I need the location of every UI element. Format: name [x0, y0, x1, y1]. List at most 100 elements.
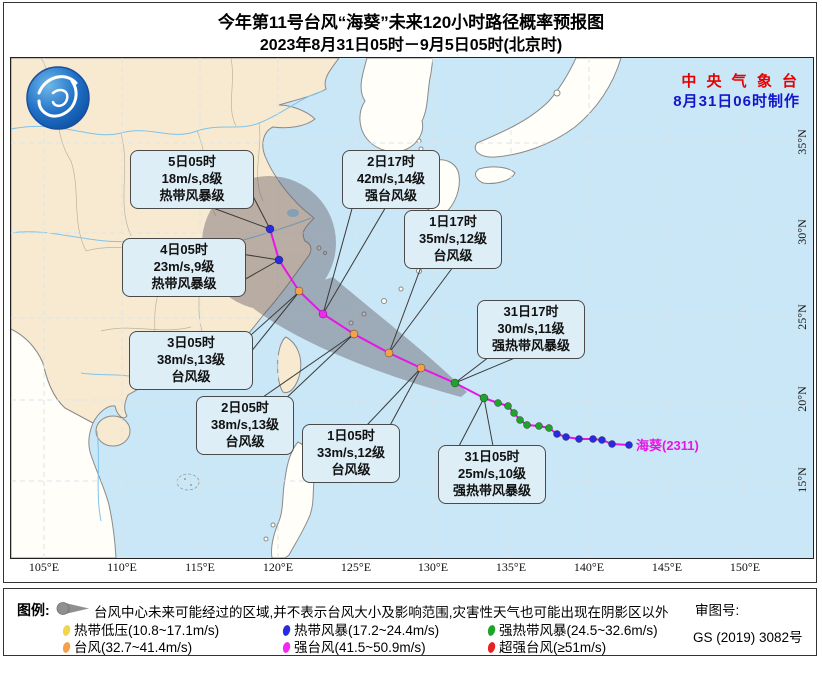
observed-track-points	[494, 399, 633, 449]
point-4d05h	[274, 255, 284, 265]
ryukyu-island	[361, 311, 367, 317]
point-2d05h	[349, 329, 359, 339]
callout-level: 台风级	[433, 247, 473, 263]
cone-icon	[56, 601, 90, 621]
forecast-track-points	[265, 224, 489, 403]
legend-item-label: 强台风(41.5~50.9m/s)	[294, 640, 426, 655]
review-number: GS (2019) 3082号	[693, 630, 803, 645]
philippine-islet-2	[263, 536, 269, 542]
legend-item-super-typhoon: 超强台风(≥51m/s)	[486, 636, 607, 655]
callout-1d17h: 1日17时 35m/s,12级 台风级	[404, 210, 502, 269]
agency-name: 中 央 气 象 台	[681, 73, 800, 90]
lon-tick: 120°E	[262, 560, 294, 574]
callout-wind: 35m/s,12级	[419, 230, 487, 246]
lon-tick: 150°E	[729, 560, 761, 574]
legend-item-typhoon: 台风(32.7~41.4m/s)	[61, 636, 193, 655]
tropical-depression-icon	[61, 624, 72, 637]
philippine-islet	[270, 522, 276, 528]
lon-tick: 135°E	[495, 560, 527, 574]
callout-time: 4日05时	[160, 242, 208, 257]
taiwan-island	[277, 336, 302, 394]
callout-time: 31日17时	[503, 304, 559, 319]
page-title: 今年第11号台风“海葵”未来120小时路径概率预报图	[217, 13, 605, 32]
callout-31d17h: 31日17时 30m/s,11级 强热带风暴级	[477, 300, 585, 359]
lat-tick: 25°N	[795, 304, 809, 330]
callout-time: 3日05时	[167, 335, 215, 350]
legend-title: 图例:	[17, 602, 50, 618]
callout-time: 1日05时	[327, 428, 375, 443]
callout-pointers	[212, 172, 518, 447]
point-1d17h	[384, 348, 394, 358]
super-typhoon-icon	[486, 641, 497, 654]
point-1d05h	[416, 363, 426, 373]
ryukyu-island	[381, 298, 387, 304]
yellow-river	[11, 90, 324, 136]
severe-typhoon-icon	[281, 641, 292, 654]
callout-3d05h: 3日05时 38m/s,13级 台风级	[129, 331, 253, 390]
lon-tick: 140°E	[573, 560, 605, 574]
legend-item-severe-tropical-storm: 强热带风暴(24.5~32.6m/s)	[486, 619, 658, 638]
callout-wind: 42m/s,14级	[357, 170, 425, 186]
callout-level: 热带风暴级	[159, 187, 225, 203]
lon-tick: 125°E	[340, 560, 372, 574]
paracel-islands	[176, 473, 200, 491]
storm-name-label: 海葵(2311)	[636, 438, 699, 453]
point-31d17h	[450, 378, 460, 388]
ryukyu-island	[348, 320, 354, 326]
legend-item-label: 强热带风暴(24.5~32.6m/s)	[499, 623, 658, 638]
callout-wind: 38m/s,13级	[211, 416, 279, 432]
callout-level: 强台风级	[364, 187, 417, 203]
callout-2d05h: 2日05时 38m/s,13级 台风级	[196, 396, 294, 455]
lon-tick: 130°E	[417, 560, 449, 574]
callout-wind: 38m/s,13级	[157, 351, 225, 367]
map-canvas	[11, 58, 813, 558]
callout-time: 1日17时	[429, 214, 477, 229]
callout-level: 强热带风暴级	[452, 482, 531, 498]
legend-item-tropical-depression: 热带低压(10.8~17.1m/s)	[61, 619, 220, 638]
vietnam-river	[96, 430, 102, 522]
tsushima-island	[416, 138, 422, 144]
lat-tick: 30°N	[795, 219, 809, 245]
callout-2d17h: 2日17时 42m/s,14级 强台风级	[342, 150, 440, 209]
callout-level: 台风级	[171, 368, 211, 384]
callout-4d05h: 4日05时 23m/s,9级 热带风暴级	[122, 238, 246, 297]
hainan-island	[95, 415, 131, 447]
agency-credit: 中 央 气 象 台 8月31日06时制作	[520, 72, 800, 112]
review-label: 审图号:	[695, 603, 740, 618]
legend-item-label: 超强台风(≥51m/s)	[499, 640, 607, 655]
lat-tick: 15°N	[795, 467, 809, 493]
legend-item-label: 热带低压(10.8~17.1m/s)	[74, 623, 220, 638]
shikoku	[475, 166, 516, 184]
legend-cone-caption: 台风中心未来可能经过的区域,并不表示台风大小及影响范围,灾害性天气也可能出现在阴…	[94, 605, 669, 620]
honshu	[474, 58, 622, 158]
callout-time: 31日05时	[464, 449, 520, 464]
tropical-storm-icon	[281, 624, 292, 637]
severe-tropical-storm-icon	[486, 624, 497, 637]
lon-tick: 105°E	[28, 560, 60, 574]
typhoon-icon	[61, 641, 72, 654]
callout-31d05h: 31日05时 25m/s,10级 强热带风暴级	[438, 445, 546, 504]
point-2d17h	[318, 309, 328, 319]
zhoushan-islet	[316, 245, 322, 251]
lon-tick: 115°E	[185, 560, 215, 574]
legend: 图例: 台风中心未来可能经过的区域,并不表示台风大小及影响范围,灾害性天气也可能…	[3, 588, 687, 656]
cma-logo	[26, 66, 90, 130]
point-3d05h	[294, 286, 304, 296]
legend-item-label: 台风(32.7~41.4m/s)	[74, 640, 193, 655]
callout-level: 热带风暴级	[151, 275, 217, 291]
legend-item-severe-typhoon: 强台风(41.5~50.9m/s)	[281, 636, 426, 655]
point-5d05h	[265, 224, 275, 234]
lat-tick: 35°N	[795, 129, 809, 155]
callout-wind: 30m/s,11级	[497, 320, 565, 336]
callout-wind: 33m/s,12级	[317, 444, 385, 460]
callout-level: 台风级	[331, 461, 371, 477]
callout-time: 5日05时	[168, 154, 216, 169]
callout-1d05h: 1日05时 33m/s,12级 台风级	[302, 424, 400, 483]
agency-issue-time: 8月31日06时制作	[673, 93, 800, 110]
legend-item-tropical-storm: 热带风暴(17.2~24.4m/s)	[281, 619, 439, 638]
callout-level: 台风级	[225, 433, 265, 449]
forecast-map	[10, 57, 814, 559]
callout-level: 强热带风暴级	[491, 337, 570, 353]
ryukyu-island	[398, 286, 404, 292]
